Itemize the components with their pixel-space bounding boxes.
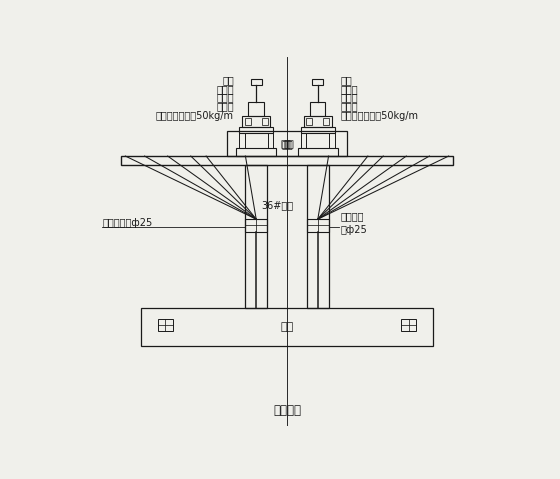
Bar: [323, 118, 329, 125]
Bar: [158, 319, 173, 331]
Bar: [242, 116, 270, 127]
Bar: [245, 165, 267, 308]
Bar: [245, 219, 267, 231]
Text: 铁马镫: 铁马镫: [341, 92, 358, 103]
Text: 承台: 承台: [281, 322, 293, 332]
Bar: [304, 116, 332, 127]
Text: 锚具: 锚具: [283, 140, 294, 149]
Text: 螺母: 螺母: [222, 76, 234, 86]
Bar: [122, 156, 452, 165]
Bar: [312, 79, 323, 85]
Bar: [307, 219, 329, 231]
Bar: [249, 102, 264, 116]
Text: 36#钢轨: 36#钢轨: [262, 200, 294, 210]
Bar: [401, 319, 416, 331]
Text: 千斤顶: 千斤顶: [216, 84, 234, 94]
Bar: [239, 127, 273, 133]
Bar: [301, 127, 335, 133]
Bar: [239, 133, 245, 148]
Bar: [262, 118, 268, 125]
Bar: [301, 133, 306, 148]
Bar: [236, 148, 276, 156]
Bar: [141, 308, 433, 346]
Text: 千斤顶: 千斤顶: [341, 84, 358, 94]
Text: 螺母: 螺母: [341, 76, 353, 86]
Bar: [306, 118, 312, 125]
Text: 锚具: 锚具: [280, 140, 291, 149]
Bar: [310, 102, 325, 116]
Text: 顶帽: 顶帽: [281, 139, 293, 148]
Bar: [227, 131, 347, 156]
Text: 精轧螺纹
钢ф25: 精轧螺纹 钢ф25: [341, 211, 368, 235]
Bar: [307, 165, 329, 308]
Text: 扁担梁: 扁担梁: [341, 101, 358, 111]
Text: 工字钢（钢轨）50kg/m: 工字钢（钢轨）50kg/m: [156, 111, 234, 121]
Text: 工字钢（钢轨）50kg/m: 工字钢（钢轨）50kg/m: [341, 111, 419, 121]
Text: （图二）: （图二）: [273, 404, 301, 417]
Text: 扁担梁: 扁担梁: [216, 101, 234, 111]
Bar: [251, 79, 262, 85]
Bar: [245, 118, 251, 125]
Text: 铁马镫: 铁马镫: [216, 92, 234, 103]
Text: 精轧螺纹钢ф25: 精轧螺纹钢ф25: [102, 218, 152, 228]
Bar: [298, 148, 338, 156]
Bar: [268, 133, 273, 148]
Bar: [329, 133, 335, 148]
